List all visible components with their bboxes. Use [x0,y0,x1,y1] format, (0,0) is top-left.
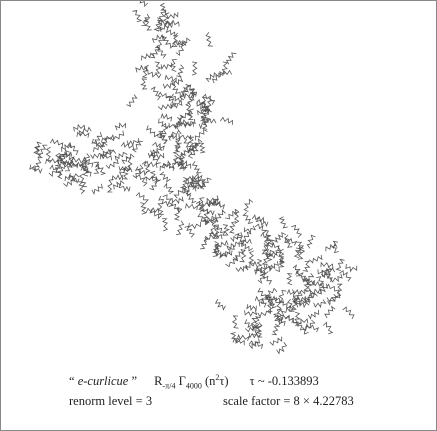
argument: (n [204,374,216,389]
rotation: R [154,374,163,389]
scale-factor: scale factor = 8 × 4.22783 [223,394,354,408]
caption-line-1: “ e-curlicue ” R-π/4 Γ4000 (n2τ) τ ~ -0.… [69,373,319,391]
gamma-sub: 4000 [185,381,202,391]
curve-name: e-curlicue [77,374,129,389]
argument: τ) [219,374,229,389]
curlicue-plot [29,1,358,355]
curve [29,1,358,355]
renorm-level: renorm level = 3 [69,394,153,408]
gamma: Γ [178,374,186,389]
rotation-sub: -π/4 [162,381,176,391]
tau: τ ~ -0.133893 [249,374,319,389]
quote: “ [69,374,75,389]
argument-sup: 2 [215,373,220,382]
quote: ” [131,374,138,389]
